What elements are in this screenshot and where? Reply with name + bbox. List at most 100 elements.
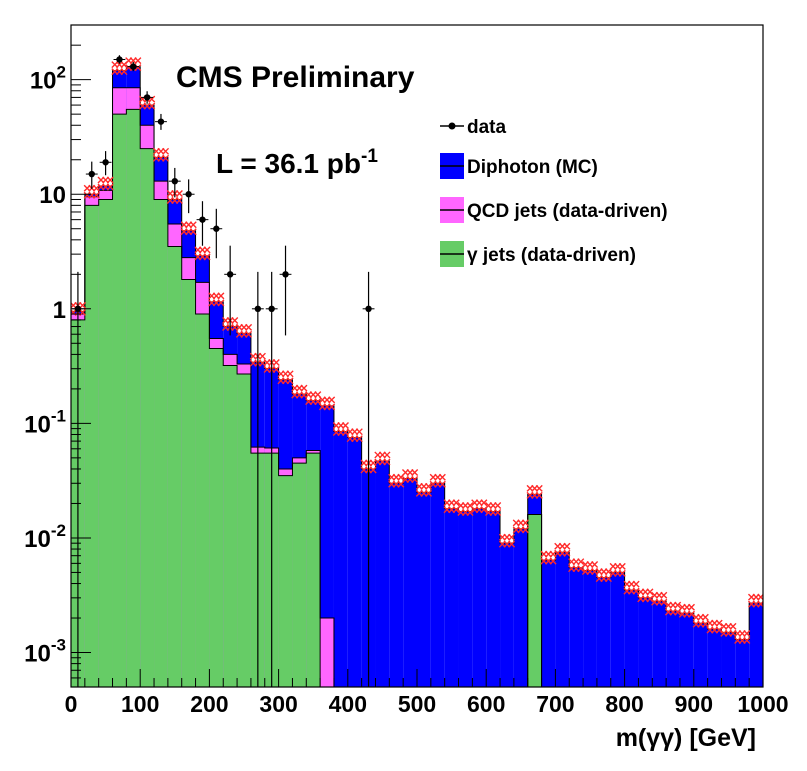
data-point — [130, 63, 137, 70]
bar-diphoton — [375, 460, 390, 687]
y-tick-label: 102 — [30, 63, 66, 95]
uncertainty-mark — [231, 317, 239, 325]
uncertainty-markers — [71, 57, 763, 644]
uncertainty-mark — [162, 147, 170, 155]
x-tick-label: 300 — [259, 691, 297, 717]
uncertainty-mark — [521, 526, 529, 534]
bar-gamma-jets — [306, 453, 321, 687]
uncertainty-mark — [425, 482, 433, 490]
uncertainty-mark — [508, 540, 516, 548]
uncertainty-mark — [660, 591, 668, 599]
uncertainty-mark — [563, 542, 571, 550]
bar-diphoton — [389, 483, 404, 687]
data-point — [226, 271, 234, 278]
uncertainty-mark — [494, 502, 502, 510]
bar-gamma-jets — [292, 463, 307, 687]
bar-diphoton — [735, 639, 750, 687]
uncertainty-mark — [355, 435, 363, 443]
bar-gamma-jets — [527, 514, 542, 687]
bar-gamma-jets — [126, 109, 141, 687]
uncertainty-mark — [729, 622, 737, 630]
bar-diphoton — [541, 560, 556, 687]
uncertainty-mark — [175, 196, 183, 204]
bar-diphoton — [679, 613, 694, 687]
uncertainty-mark — [674, 601, 682, 609]
uncertainty-mark — [687, 603, 695, 611]
chart-title: CMS Preliminary — [176, 61, 415, 94]
bar-diphoton — [486, 511, 501, 687]
bar-diphoton — [652, 601, 667, 687]
data-point — [199, 216, 206, 223]
uncertainty-mark — [411, 469, 419, 477]
bar-gamma-jets — [112, 114, 127, 687]
y-tick-label: 1 — [53, 297, 66, 324]
bar-diphoton — [500, 543, 514, 687]
luminosity-label: L = 36.1 pb-1 — [216, 146, 378, 179]
x-tick-label: 100 — [121, 691, 159, 717]
x-tick-label: 0 — [65, 691, 78, 717]
bar-gamma-jets — [98, 199, 113, 687]
uncertainty-mark — [258, 352, 266, 360]
bar-diphoton — [610, 572, 625, 687]
x-tick-label: 1000 — [737, 691, 788, 717]
uncertainty-mark — [646, 588, 654, 596]
uncertainty-mark — [743, 629, 751, 637]
x-tick-label: 400 — [329, 691, 367, 717]
bar-gamma-jets — [84, 205, 99, 687]
bar-diphoton — [403, 478, 417, 687]
data-point — [143, 94, 151, 101]
x-tick-label: 800 — [605, 691, 643, 717]
data-point — [157, 118, 165, 125]
uncertainty-mark — [286, 377, 294, 385]
legend-label: Diphoton (MC) — [467, 157, 598, 178]
bar-qcd-jets — [320, 618, 334, 687]
uncertainty-mark — [175, 189, 183, 197]
bar-gamma-jets — [181, 279, 196, 687]
y-tick-label: 10-2 — [24, 521, 66, 553]
uncertainty-mark — [701, 613, 709, 621]
bar-diphoton — [417, 492, 431, 687]
data-point — [116, 56, 123, 63]
data-point — [185, 191, 192, 198]
bar-gamma-jets — [209, 348, 224, 687]
data-point — [254, 305, 262, 313]
uncertainty-mark — [480, 499, 488, 507]
bar-diphoton — [347, 437, 362, 687]
uncertainty-mark — [272, 359, 280, 367]
uncertainty-mark — [341, 421, 349, 429]
uncertainty-mark — [438, 473, 446, 481]
stacked-bars — [71, 66, 763, 687]
uncertainty-mark — [425, 489, 433, 497]
data-points — [72, 55, 375, 687]
bar-diphoton — [624, 590, 639, 687]
uncertainty-mark — [563, 549, 571, 557]
uncertainty-mark — [535, 491, 543, 499]
uncertainty-mark — [521, 519, 529, 527]
legend-label: data — [467, 117, 507, 138]
uncertainty-mark — [189, 228, 197, 236]
bar-diphoton — [458, 511, 473, 687]
uncertainty-mark — [245, 330, 253, 338]
x-tick-label: 700 — [536, 691, 574, 717]
uncertainty-mark — [632, 580, 640, 588]
bar-diphoton — [430, 483, 445, 687]
legend-label: γ jets (data-driven) — [467, 245, 636, 266]
x-tick-label: 200 — [190, 691, 228, 717]
uncertainty-mark — [549, 557, 557, 565]
bar-diphoton — [333, 431, 348, 687]
x-tick-label: 500 — [398, 691, 436, 717]
uncertainty-mark — [535, 484, 543, 492]
uncertainty-mark — [92, 191, 100, 199]
uncertainty-mark — [217, 299, 225, 307]
uncertainty-mark — [369, 466, 377, 474]
data-point — [88, 170, 95, 178]
uncertainty-mark — [106, 183, 114, 191]
uncertainty-mark — [715, 619, 723, 627]
legend: data Diphoton (MC) QCD jets (data-driven) γ… — [440, 117, 668, 267]
uncertainty-mark — [466, 509, 474, 517]
y-tick-label: 10-3 — [24, 636, 66, 668]
stack-outline — [71, 87, 763, 687]
bar-diphoton — [693, 623, 708, 687]
bar-diphoton — [666, 611, 680, 687]
